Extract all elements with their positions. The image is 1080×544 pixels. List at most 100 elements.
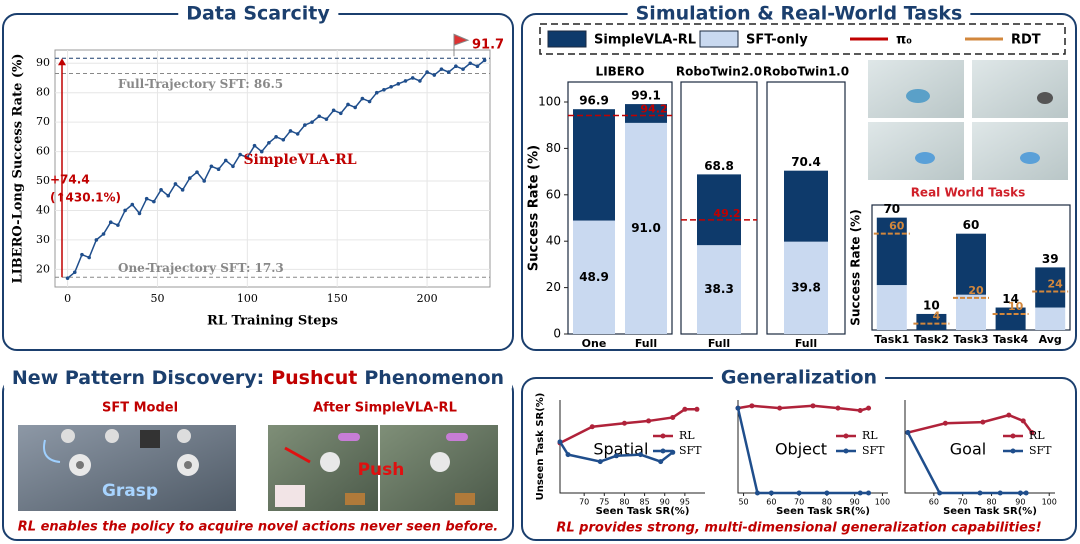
plot-frame — [54, 49, 491, 288]
panel-title: New Pattern Discovery: Pushcut Phenomenon — [12, 367, 504, 389]
plot-frame — [567, 81, 673, 335]
data-point — [353, 105, 357, 110]
annotation: Grasp — [102, 481, 158, 501]
data-point — [137, 211, 142, 216]
x-tick-label: 100 — [237, 292, 258, 305]
y-tick-label: 50 — [36, 174, 50, 187]
chart-title: LIBERO — [596, 65, 645, 79]
x-axis-label: Seen Task SR(%) — [596, 506, 690, 517]
data-point — [216, 167, 221, 172]
flag — [453, 33, 470, 57]
photo — [18, 425, 236, 511]
y-axis-label: Unseen Task SR(%) — [535, 393, 546, 501]
data-point — [475, 64, 480, 68]
photo-objects — [43, 429, 475, 507]
data-point — [589, 424, 595, 430]
data-point — [613, 453, 619, 459]
caption: RL provides strong, multi-dimensional ge… — [556, 521, 1041, 536]
reference-label: 10 — [1008, 300, 1024, 313]
legend-label: SFT — [1029, 444, 1052, 457]
chart-title: RoboTwin1.0 — [763, 65, 849, 79]
x-tick-label: Avg — [1039, 333, 1062, 346]
reference-label: 4 — [933, 310, 941, 323]
y-tick-label: 60 — [546, 187, 561, 201]
photo — [972, 122, 1068, 180]
x-tick-label: 85 — [639, 498, 649, 507]
x-tick-label: 90 — [1015, 498, 1025, 507]
caption: Real World Tasks — [911, 186, 1026, 200]
photo-object — [906, 89, 930, 103]
bar-segment — [697, 245, 741, 334]
data-point — [223, 158, 228, 163]
legend-marker — [843, 433, 849, 439]
data-point — [281, 137, 286, 142]
data-point — [997, 490, 1003, 496]
data-point — [274, 135, 278, 139]
bar-segment — [625, 122, 667, 334]
data-point — [810, 403, 816, 409]
title-background — [178, 2, 339, 25]
value-label: 48.9 — [579, 270, 609, 284]
series-line — [559, 408, 697, 445]
title-part: Phenomenon — [364, 367, 504, 389]
value-label: 91.0 — [631, 221, 661, 235]
legend-marker — [660, 448, 666, 454]
gain-arrowhead — [58, 58, 66, 66]
data-point — [597, 459, 603, 465]
data-point — [195, 170, 199, 174]
data-point — [231, 164, 235, 169]
data-point — [310, 120, 314, 124]
y-tick-label: 60 — [36, 145, 50, 158]
data-point — [159, 188, 163, 192]
reference-label: 94.2 — [640, 102, 667, 115]
data-point — [173, 182, 178, 186]
data-point — [396, 82, 401, 86]
x-tick-label: 70 — [579, 498, 589, 507]
x-tick-label: 50 — [738, 498, 748, 507]
data-point — [1023, 490, 1029, 496]
data-point — [670, 414, 676, 420]
data-point — [454, 64, 458, 68]
y-tick-label: 30 — [36, 233, 50, 246]
legend-marker — [660, 433, 666, 439]
data-point — [621, 420, 627, 426]
y-tick-label: 90 — [36, 56, 50, 69]
x-tick-label: Task3 — [953, 333, 988, 346]
peak-label: 91.7 — [472, 38, 504, 53]
data-point — [735, 405, 741, 411]
x-tick-label: 80 — [986, 498, 996, 507]
x-tick-label: Full — [708, 337, 730, 350]
x-tick-label: 80 — [619, 498, 629, 507]
data-point — [188, 176, 192, 180]
legend-marker — [1010, 433, 1016, 439]
bar-segment — [625, 104, 667, 123]
bar-segment — [876, 285, 907, 330]
data-point — [382, 87, 386, 92]
data-point — [768, 490, 774, 496]
total-label: 14 — [1002, 292, 1019, 306]
chart-title: Object — [775, 440, 827, 459]
data-point — [1006, 412, 1012, 418]
data-point — [824, 490, 830, 496]
data-point — [267, 140, 271, 145]
reference-label: 60 — [889, 220, 905, 233]
photo — [972, 60, 1068, 118]
data-point — [754, 490, 760, 496]
data-point — [94, 238, 99, 242]
data-point — [796, 490, 802, 496]
x-tick-label: 100 — [1042, 498, 1057, 507]
data-point — [116, 223, 120, 227]
legend-label: RL — [679, 429, 695, 442]
legend-label: π₀ — [896, 33, 912, 48]
bar-segment — [573, 109, 615, 221]
legend-label: RL — [1029, 429, 1045, 442]
data-point — [565, 452, 571, 458]
data-point — [288, 129, 293, 133]
series-label: SimpleVLA-RL — [243, 152, 356, 168]
data-point — [682, 406, 688, 412]
data-point — [144, 196, 149, 201]
data-point — [87, 255, 91, 260]
x-tick-label: 100 — [875, 498, 890, 507]
y-tick-label: 80 — [36, 86, 50, 99]
panel-title: Generalization — [721, 367, 877, 389]
